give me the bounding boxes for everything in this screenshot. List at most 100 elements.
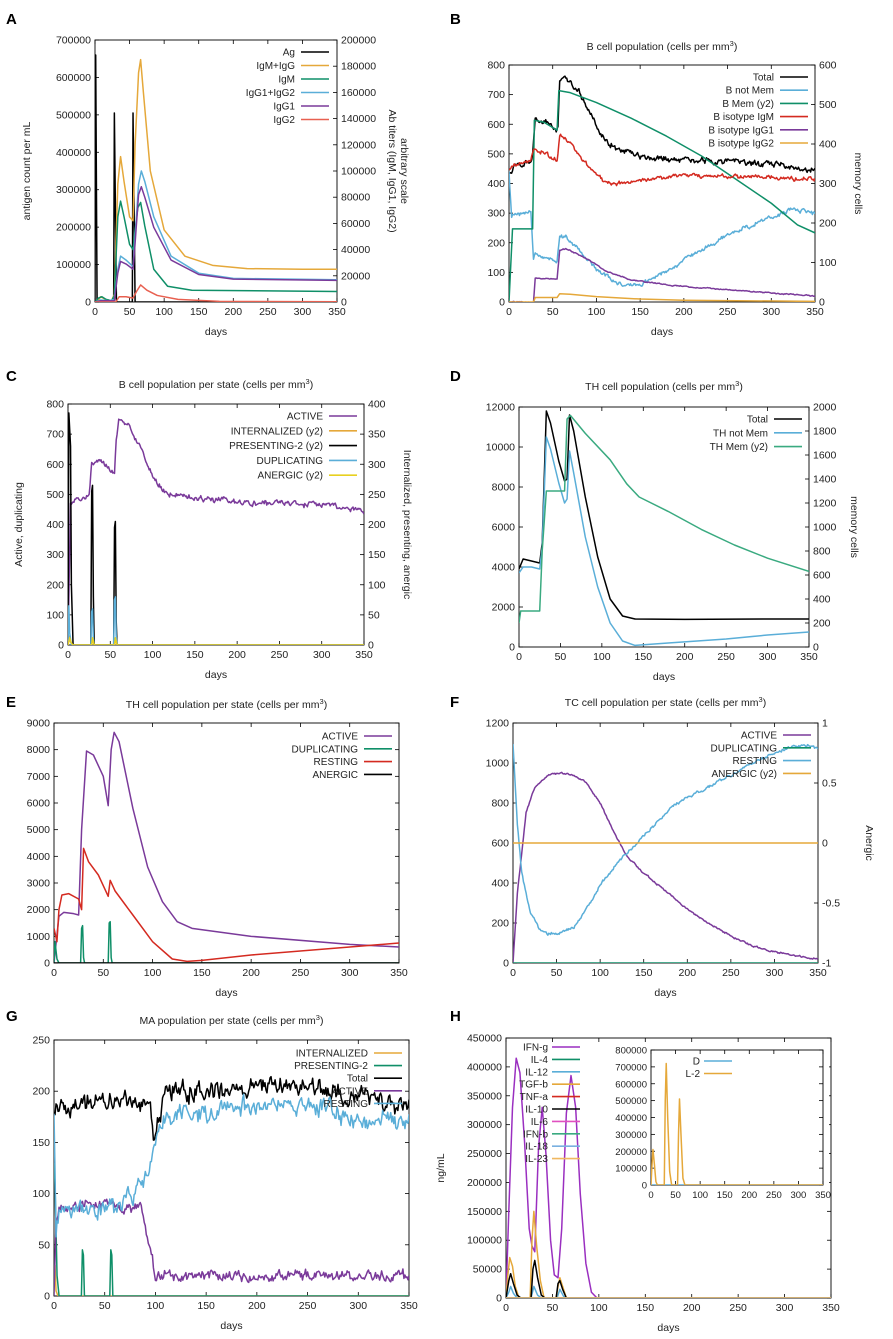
x-tick-label: 100 (147, 1300, 165, 1312)
series-group-G (54, 1075, 409, 1296)
x-tick-label: 100 (144, 967, 162, 979)
series-line-total (509, 75, 815, 174)
y-tick-label: 0 (503, 958, 509, 970)
legend-label-igg2: IgG2 (273, 115, 295, 126)
x-tick-label: 250 (299, 1300, 317, 1312)
panel-letter-e: E (6, 694, 16, 711)
y-tick-label: 600 (491, 838, 509, 850)
x-tick-label: 250 (717, 651, 735, 663)
y2-tick-label: 100 (819, 257, 837, 269)
y2-axis-label-c: Internalized, presenting, anergic (401, 450, 413, 599)
x-tick-label: 350 (815, 1190, 831, 1201)
series-line-igg1 (95, 185, 337, 302)
series-line-b-isotype-igg2 (509, 292, 815, 302)
y-tick-label: 150 (32, 1137, 50, 1149)
series-line-resting (54, 847, 399, 963)
series-line-igm (95, 200, 337, 302)
y-tick-label: 800 (487, 60, 505, 72)
y-tick-label: 150000 (467, 1206, 502, 1218)
legend-label-resting: RESTING (314, 757, 359, 768)
legend-label-anergic-y2: ANERGIC (y2) (257, 471, 323, 482)
y-tick-label: 600000 (56, 72, 91, 84)
legend-label-ag: Ag (283, 48, 295, 59)
y2-tick-label: 200 (368, 519, 386, 531)
y-tick-label: 1000 (27, 931, 51, 943)
panel-letter-a: A (6, 11, 17, 28)
y2-tick-label: 250 (368, 489, 386, 501)
y-tick-label: 8000 (27, 744, 51, 756)
series-line-resting (54, 1093, 409, 1238)
x-tick-label: 50 (124, 306, 136, 318)
series-line-active (54, 1198, 409, 1296)
y-tick-label: 12000 (486, 402, 515, 414)
legend-label-duplicating: DUPLICATING (711, 743, 778, 754)
y-tick-label: 300 (46, 549, 64, 561)
legend-label-b-isotype-igm: B isotype IgM (713, 112, 774, 123)
x-tick-label: 200 (248, 1300, 266, 1312)
x-tick-label: 150 (197, 1300, 215, 1312)
series-line-b-isotype-igg1 (509, 247, 815, 302)
x-tick-label: 250 (766, 1190, 782, 1201)
series-line-duplicating (54, 920, 399, 963)
legend-label-total: Total (347, 1074, 368, 1085)
y-tick-label: 100 (487, 267, 505, 279)
y-tick-label: 500 (46, 489, 64, 501)
panel-letter-c: C (6, 368, 17, 385)
x-tick-label: 300 (776, 1302, 794, 1314)
y-tick-label: 1000 (486, 758, 510, 770)
x-tick-label: 150 (186, 649, 204, 661)
series-line-anergic-y2 (68, 637, 364, 645)
series-line-ifn-g (506, 1057, 831, 1298)
legend-label-b-isotype-igg1: B isotype IgG1 (708, 125, 774, 136)
y-tick-label: 700000 (615, 1062, 647, 1073)
series-line-b-mem-y2 (509, 89, 815, 302)
y2-tick-label: 350 (368, 429, 386, 441)
y-tick-label: 600000 (615, 1079, 647, 1090)
legend-label-il-4: IL-4 (531, 1055, 549, 1066)
series-line-igg1-igg2 (95, 170, 337, 302)
x-tick-label: 150 (631, 306, 649, 318)
x-tick-label: 0 (516, 651, 522, 663)
x-tick-label: 100 (588, 306, 606, 318)
y-tick-label: 800 (46, 399, 64, 411)
x-tick-label: 350 (800, 651, 818, 663)
y-tick-label: 0 (499, 297, 505, 309)
series-line-active (513, 771, 818, 963)
y-tick-label: 50000 (473, 1264, 502, 1276)
y-tick-label: 7000 (27, 771, 51, 783)
x-tick-label: 200 (225, 306, 243, 318)
y-tick-label: 200 (46, 579, 64, 591)
y-tick-label: 700 (46, 429, 64, 441)
x-tick-label: 200 (675, 306, 693, 318)
y-tick-label: 800 (491, 798, 509, 810)
y2-tick-label: 140000 (341, 113, 376, 125)
y-tick-label: 400 (46, 519, 64, 531)
x-axis-label-g: days (220, 1320, 242, 1332)
y-tick-label: 0 (44, 958, 50, 970)
y-tick-label: 0 (496, 1293, 502, 1305)
chart-panel-d: 0 50 100 150 200 250 300 3500200040006000800010… (486, 379, 860, 684)
x-tick-label: 150 (635, 967, 653, 979)
series-line-tgf-b (506, 1210, 831, 1298)
x-tick-label: 350 (355, 649, 373, 661)
series-line-resting (513, 743, 818, 936)
series-line-presenting-2 (54, 1162, 409, 1296)
x-tick-label: 0 (65, 649, 71, 661)
legend-d: Total TH not Mem TH Mem (y2) (710, 415, 802, 453)
legend-label-active: ACTIVE (332, 1086, 368, 1097)
y-tick-label: 300000 (615, 1130, 647, 1141)
series-line-total (54, 1075, 409, 1141)
y2-tick-label: 1800 (813, 426, 837, 438)
y-tick-label: 200 (491, 918, 509, 930)
y2-tick-label: 400 (819, 139, 837, 151)
y-tick-label: 200 (32, 1086, 50, 1098)
y-tick-label: 400000 (467, 1061, 502, 1073)
y2-tick-label: -0.5 (822, 898, 840, 910)
x-tick-label: 0 (648, 1190, 653, 1201)
y2-tick-label: 200000 (341, 35, 376, 47)
legend-label-active: ACTIVE (322, 732, 358, 743)
y-tick-label: 100000 (467, 1235, 502, 1247)
legend-b: Total B not Mem B Mem (y2) B isotype IgM B i… (708, 73, 808, 150)
y-tick-label: 350000 (467, 1090, 502, 1102)
